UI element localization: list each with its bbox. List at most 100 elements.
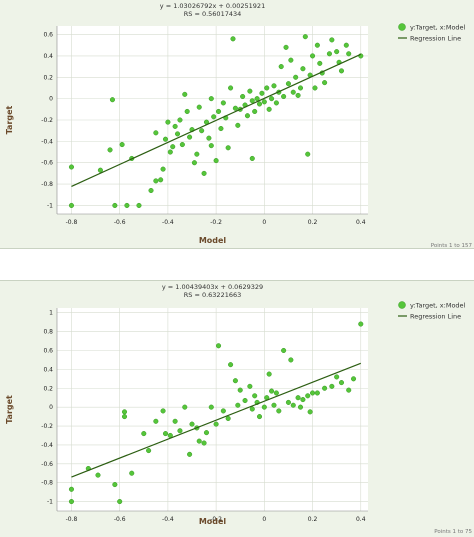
data-point bbox=[350, 376, 357, 382]
data-point bbox=[312, 85, 318, 91]
data-point bbox=[244, 113, 251, 119]
regression-equation: y = 1.03026792x + 0.00251921 bbox=[160, 2, 265, 10]
regression-line bbox=[71, 362, 361, 478]
data-point bbox=[249, 406, 255, 412]
data-point bbox=[215, 108, 222, 115]
data-point bbox=[162, 431, 169, 437]
scatter-chart-bottom: 1 0.8 0.6 0.4 0.2 0 -0.2 -0.4 -0.6 -0.8 -1 -0.8 -0.6… bbox=[5, 283, 472, 535]
data-point bbox=[302, 34, 308, 40]
data-point bbox=[141, 431, 147, 437]
legend-label-points: y:Target, x:Model bbox=[410, 302, 466, 310]
x-tick-label: -0.4 bbox=[162, 516, 174, 523]
data-point bbox=[249, 155, 255, 162]
data-point bbox=[295, 395, 301, 401]
plot-area bbox=[57, 308, 368, 511]
y-tick-label: 1 bbox=[49, 310, 53, 317]
data-point bbox=[225, 415, 231, 422]
data-point bbox=[182, 404, 188, 410]
scatter-chart-top: 0.6 0.4 0.2 0 -0.2 -0.4 -0.6 -0.8 -1 -0.8 -0.6 -0.4… bbox=[5, 2, 473, 248]
data-point bbox=[249, 98, 255, 104]
data-point bbox=[153, 130, 159, 136]
y-axis-label: Target bbox=[5, 105, 14, 134]
data-point bbox=[266, 106, 272, 112]
y-tick-label: 0.4 bbox=[43, 366, 53, 373]
data-point bbox=[266, 371, 272, 377]
x-tick-label: 0.4 bbox=[356, 516, 366, 523]
data-point bbox=[273, 100, 279, 106]
data-point bbox=[307, 409, 313, 415]
data-point bbox=[201, 440, 207, 446]
data-point bbox=[208, 404, 214, 410]
data-point bbox=[177, 117, 183, 123]
data-point bbox=[314, 390, 320, 396]
legend-label-regression: Regression Line bbox=[410, 35, 461, 43]
data-point bbox=[206, 135, 212, 141]
data-point bbox=[317, 60, 323, 66]
y-tick-label: 0.6 bbox=[43, 347, 53, 354]
y-tick-label: -1 bbox=[47, 202, 53, 209]
data-point bbox=[334, 49, 340, 55]
data-point bbox=[290, 89, 296, 95]
data-point bbox=[97, 167, 103, 173]
points-range-label: Points 1 to 75 bbox=[434, 529, 472, 535]
y-tick-label: 0.6 bbox=[43, 32, 53, 39]
data-point bbox=[293, 74, 299, 80]
y-tick-label: 0 bbox=[49, 96, 53, 103]
data-point bbox=[191, 160, 197, 166]
data-point bbox=[68, 486, 75, 492]
data-point bbox=[220, 408, 226, 414]
data-point bbox=[343, 42, 349, 48]
data-point bbox=[211, 114, 217, 120]
data-point bbox=[153, 418, 159, 424]
data-point bbox=[283, 44, 289, 50]
y-tick-label: 0 bbox=[49, 404, 53, 411]
x-axis-label: Model bbox=[199, 517, 227, 526]
data-point bbox=[68, 164, 75, 170]
data-point bbox=[322, 385, 328, 391]
data-point bbox=[160, 166, 166, 172]
data-point bbox=[208, 96, 214, 102]
y-tick-label: 0.2 bbox=[43, 74, 53, 81]
legend-marker-points bbox=[398, 301, 406, 309]
x-tick-label: -0.6 bbox=[114, 516, 126, 523]
data-point bbox=[228, 85, 234, 91]
data-point bbox=[160, 408, 166, 414]
y-tick-label: 0.2 bbox=[43, 385, 53, 392]
data-point bbox=[281, 93, 287, 100]
data-point bbox=[112, 482, 118, 488]
data-point bbox=[322, 80, 328, 86]
data-point bbox=[285, 81, 291, 87]
y-tick-label: -0.2 bbox=[41, 117, 53, 124]
data-point bbox=[297, 404, 304, 410]
data-point bbox=[213, 421, 219, 427]
x-tick-label: 0 bbox=[262, 219, 266, 226]
x-tick-label: 0.4 bbox=[356, 219, 366, 226]
data-point bbox=[326, 51, 332, 57]
data-point bbox=[269, 96, 275, 102]
data-point bbox=[314, 42, 320, 48]
y-axis-label: Target bbox=[5, 395, 14, 424]
y-tick-label: -0.2 bbox=[41, 423, 53, 430]
data-point bbox=[189, 421, 195, 427]
data-point bbox=[242, 397, 248, 404]
data-point bbox=[288, 357, 294, 363]
points-range-label: Points 1 to 157 bbox=[431, 243, 473, 248]
data-point bbox=[252, 108, 258, 115]
data-point bbox=[107, 147, 113, 153]
y-tick-label: 0.8 bbox=[43, 329, 53, 336]
rs-value: RS = 0.56017434 bbox=[184, 10, 242, 18]
legend-label-regression: Regression Line bbox=[410, 313, 461, 321]
rs-value: RS = 0.63221663 bbox=[184, 291, 242, 299]
y-tick-label: -0.4 bbox=[41, 138, 53, 145]
data-point bbox=[165, 119, 171, 125]
data-point bbox=[232, 105, 238, 111]
regression-equation: y = 1.00439403x + 0.0629329 bbox=[162, 283, 263, 291]
data-point bbox=[338, 380, 345, 386]
chart-panel-top: 0.6 0.4 0.2 0 -0.2 -0.4 -0.6 -0.8 -1 -0.8 -0.6 -0.4… bbox=[0, 0, 474, 249]
data-point bbox=[300, 66, 306, 72]
data-point bbox=[261, 99, 267, 105]
data-point bbox=[215, 343, 222, 349]
x-tick-label: -0.8 bbox=[66, 516, 78, 523]
regression-line bbox=[71, 53, 362, 187]
data-point bbox=[237, 387, 243, 393]
